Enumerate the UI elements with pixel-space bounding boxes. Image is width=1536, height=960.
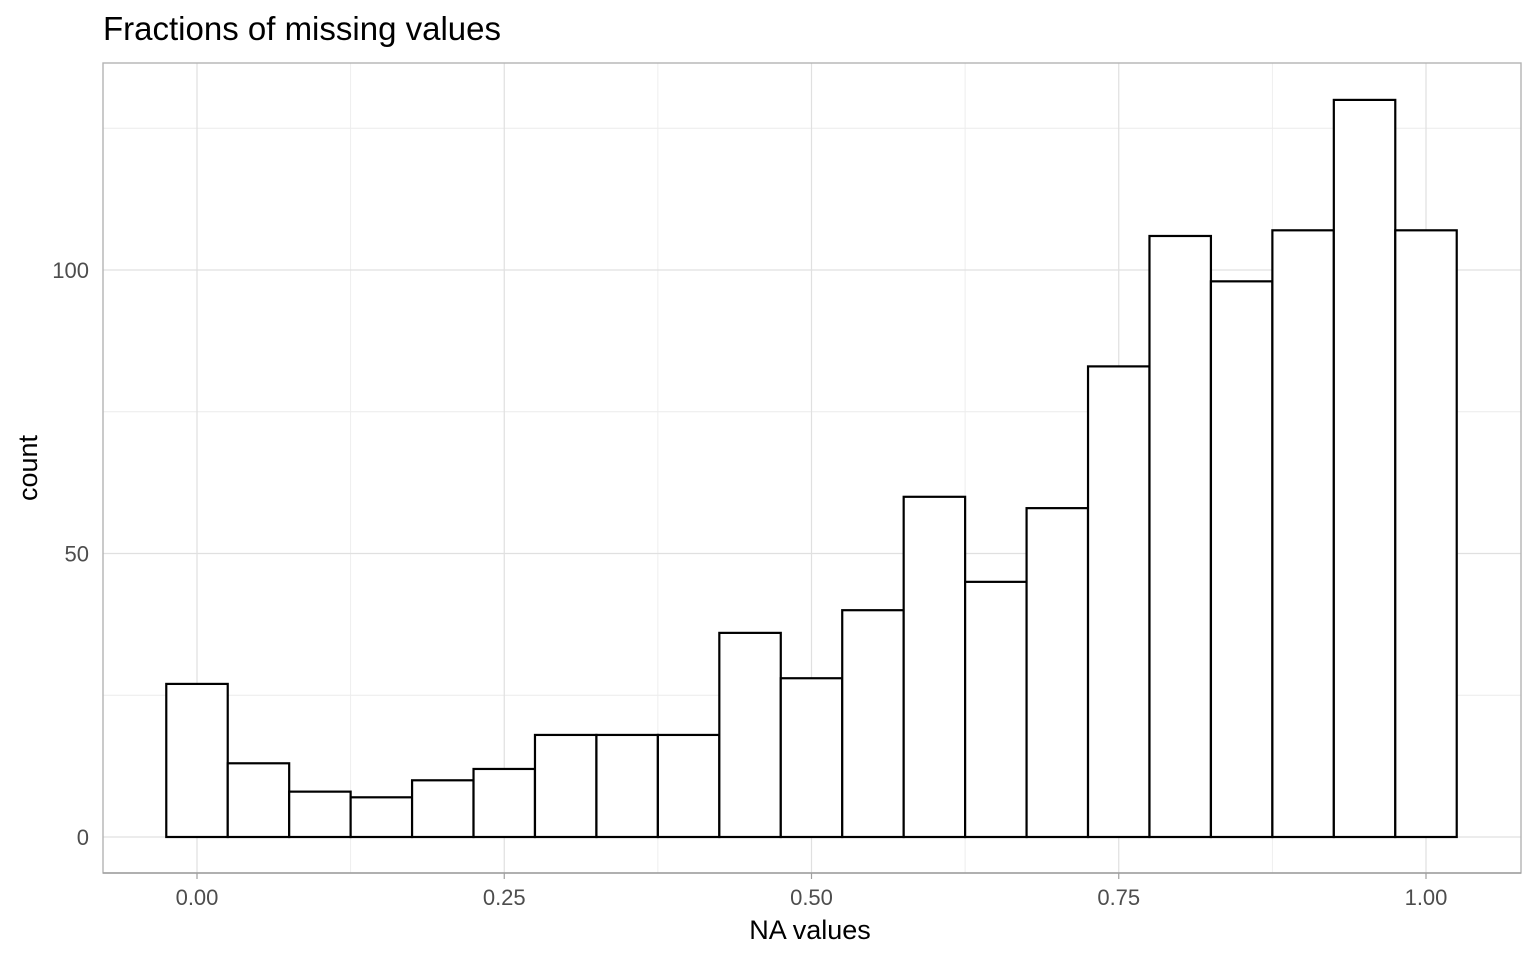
y-tick-label: 50: [65, 542, 89, 567]
x-tick-label: 1.00: [1405, 885, 1448, 910]
x-tick-label: 0.00: [176, 885, 219, 910]
histogram-bar: [656, 733, 721, 839]
histogram-bar: [1394, 229, 1458, 839]
x-tick-label: 0.25: [483, 885, 526, 910]
histogram-bar: [779, 677, 844, 839]
histogram-bar: [472, 767, 537, 839]
histogram-bar: [1086, 365, 1151, 839]
histogram-bar: [595, 733, 659, 839]
histogram-bar: [718, 631, 782, 839]
y-axis-title: count: [13, 434, 43, 501]
histogram-bar: [964, 580, 1028, 839]
histogram-bar: [1209, 280, 1274, 839]
chart-title: Fractions of missing values: [103, 10, 501, 47]
x-tick-label: 0.50: [790, 885, 833, 910]
histogram-bar: [1148, 234, 1213, 839]
histogram-bar: [226, 762, 291, 839]
histogram-bar: [288, 790, 352, 839]
histogram-bar: [349, 796, 414, 839]
y-tick-label: 100: [52, 258, 89, 283]
axes: 0.00 0.25 0.50 0.75 1.00 0 50 100: [52, 258, 1521, 910]
histogram-bar: [1271, 229, 1335, 839]
histogram-bar: [165, 682, 229, 839]
histogram-bar: [841, 609, 905, 839]
histogram-bar: [902, 495, 967, 839]
histogram-bar: [410, 779, 475, 839]
x-tick-label: 0.75: [1097, 885, 1140, 910]
x-axis-title: NA values: [749, 915, 871, 945]
bars: [165, 98, 1458, 839]
y-tick-label: 0: [77, 825, 89, 850]
histogram-bar: [1332, 98, 1397, 839]
histogram-bar: [1025, 507, 1090, 839]
histogram-bar: [533, 733, 598, 839]
